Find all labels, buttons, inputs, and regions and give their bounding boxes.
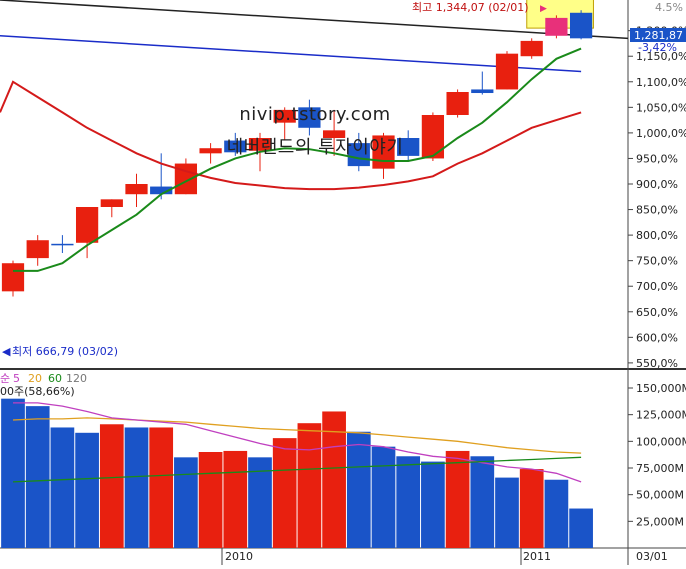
volume-bar <box>25 406 50 548</box>
price-tick-label: 850,0% <box>636 204 678 217</box>
volume-bar <box>544 479 569 548</box>
vol-ma-orange <box>12 417 582 454</box>
price-tick-label: 1,100,0% <box>636 76 686 89</box>
volume-tick-label: 75,000M <box>636 462 684 475</box>
vol-legend-ma120: 120 <box>66 372 87 385</box>
vol-legend-ma5: 5 <box>13 372 20 385</box>
volume-bar <box>149 427 174 548</box>
price-tick-label: 1,000,0% <box>636 127 686 140</box>
x-label-2010: 2010 <box>225 550 253 563</box>
volume-bar <box>272 438 297 548</box>
volume-bar <box>495 477 519 548</box>
volume-bar <box>445 450 470 548</box>
ma-line-green <box>13 47 582 272</box>
price-tick-label: 600,0% <box>636 331 678 344</box>
candle-body <box>248 138 272 151</box>
price-tick-label: 750,0% <box>636 255 678 268</box>
candle-body <box>520 40 543 57</box>
candle-body <box>421 115 445 159</box>
price-tick-label: 900,0% <box>636 178 678 191</box>
x-label-2011: 2011 <box>523 550 551 563</box>
volume-bar <box>223 450 248 548</box>
price-tick-label: 650,0% <box>636 306 678 319</box>
volume-bar <box>50 427 75 548</box>
ma-line-blue <box>0 35 582 73</box>
volume-bar <box>174 457 198 548</box>
volume-tick-label: 150,000M <box>636 382 686 395</box>
ma-line-black <box>0 0 629 40</box>
volume-bar <box>396 456 421 548</box>
candle-body <box>199 148 222 154</box>
candle-body <box>174 163 198 195</box>
candle-body <box>298 107 321 128</box>
volume-bar <box>75 432 99 548</box>
candle-body <box>125 184 148 195</box>
high-label: 최고 1,344,07 (02/01) <box>412 1 529 14</box>
volume-tick-label: 50,000M <box>636 489 684 502</box>
candle-body <box>100 199 123 207</box>
candle-body <box>224 140 247 153</box>
ma-line-red <box>0 80 582 191</box>
low-label: 최저 666,79 (03/02) <box>12 345 118 358</box>
last-change-text: -3,42% <box>638 41 677 54</box>
high-arrow-icon: ▶ <box>540 4 547 14</box>
volume-bar <box>248 457 272 548</box>
price-tick-label: 950,0% <box>636 152 678 165</box>
candle-body <box>1 263 25 292</box>
watermark-url: nivip.tstory.com <box>239 104 391 125</box>
candle-body <box>569 12 593 39</box>
x-label-last: 03/01 <box>636 550 668 563</box>
volume-bar <box>569 508 593 548</box>
volume-bar <box>519 469 544 548</box>
top-partial-label: 4.5% <box>655 1 683 14</box>
volume-bar <box>124 427 149 548</box>
price-tick-label: 1,050,0% <box>636 101 686 114</box>
volume-bar <box>421 461 445 548</box>
vol-legend-ma20: 20 <box>28 372 42 385</box>
candle-body <box>51 243 74 246</box>
candle-body <box>397 138 420 156</box>
volume-bar <box>297 423 322 548</box>
candle-body <box>495 53 519 90</box>
candle-body <box>347 143 370 167</box>
candle-body <box>471 89 494 94</box>
candle-body <box>322 130 346 138</box>
volume-bar <box>198 452 223 548</box>
last-value-badge <box>630 28 686 42</box>
vol-legend-ma60: 60 <box>48 372 62 385</box>
candle-body <box>273 109 296 123</box>
candle-body <box>150 186 173 195</box>
volume-tick-label: 125,000M <box>636 409 686 422</box>
candle-body <box>446 92 469 115</box>
price-tick-label: 550,0% <box>636 357 678 370</box>
vol-legend-prefix: 순 <box>0 372 10 385</box>
vol-ma-magenta <box>13 402 582 483</box>
last-value-text: 1,281,87 <box>634 29 683 42</box>
candle-body <box>26 240 49 259</box>
price-tick-label: 800,0% <box>636 229 678 242</box>
volume-bar <box>346 431 371 548</box>
candle-body <box>545 17 568 36</box>
volume-bar <box>371 446 396 548</box>
price-panel <box>0 0 628 368</box>
low-arrow-icon: ◀ <box>2 345 11 358</box>
vol-ma-green <box>12 456 582 483</box>
candle-body <box>75 207 99 243</box>
volume-bar <box>1 398 25 548</box>
price-tick-label: 700,0% <box>636 280 678 293</box>
watermark-subtitle: 네버랜드의 투자이야기 <box>226 137 404 158</box>
volume-bar <box>99 424 124 548</box>
volume-tick-label: 100,000M <box>636 435 686 448</box>
volume-bar <box>470 456 495 548</box>
volume-tick-label: 25,000M <box>636 515 684 528</box>
price-tick-label: 1,150,0% <box>636 50 686 63</box>
vol-legend-line2: 00주(58,66%) <box>0 385 75 398</box>
